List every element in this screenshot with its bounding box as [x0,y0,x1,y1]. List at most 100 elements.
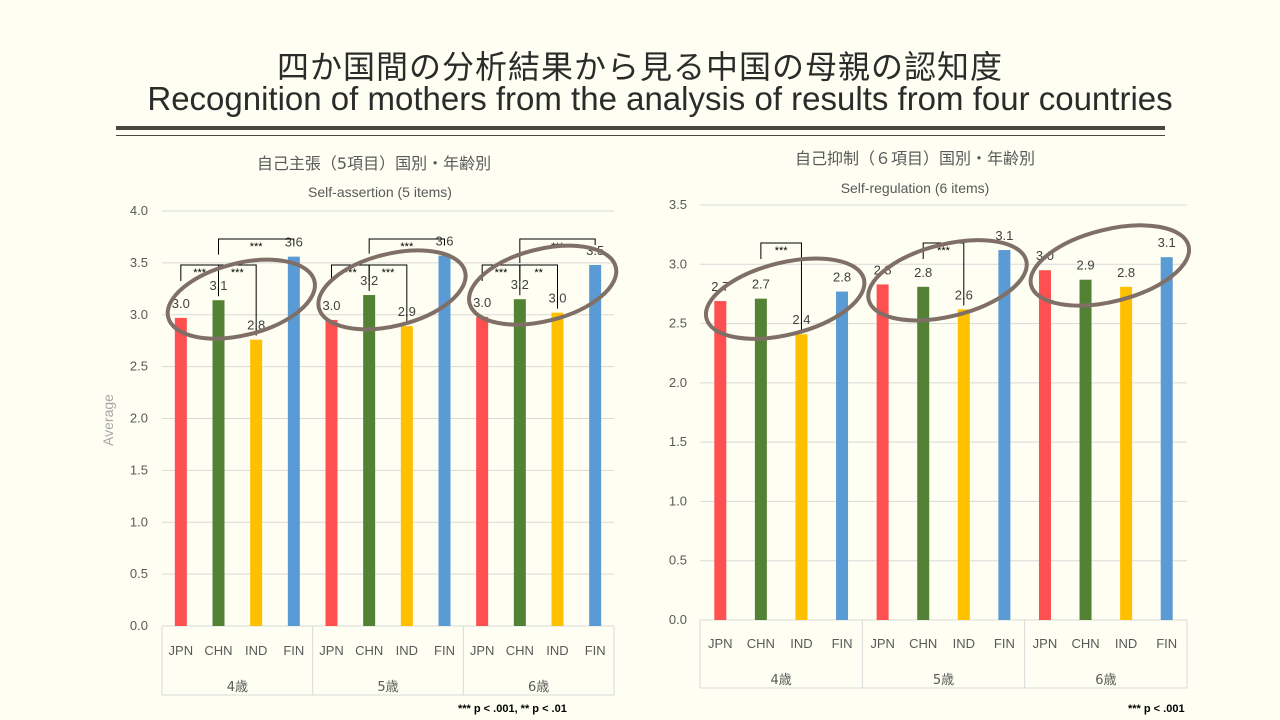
bar-ind [250,339,263,626]
significance-bracket [218,238,295,255]
y-tick-label: 4.0 [130,203,148,218]
significance-label: *** [937,245,951,257]
title-divider-thin [116,135,1165,136]
data-label: 2.8 [833,270,851,285]
data-label: 2.8 [914,265,932,280]
highlight-ellipse [165,257,317,341]
significance-note-left: *** p < .001, ** p < .01 [458,703,567,715]
bar-jpn [325,319,338,626]
slide-title-japanese: 四か国間の分析結果から見る中国の母親の認知度 [276,48,1003,86]
bar-jpn [1038,270,1051,620]
y-tick-label: 2.0 [669,375,687,390]
significance-label: *** [775,245,789,257]
y-tick-label: 0.5 [130,566,148,581]
highlight-ellipse [866,238,1029,323]
bar-fin [287,256,300,626]
chart-title: 自己抑制（６項目）国別・年齢別 [795,149,1035,168]
y-tick-label: 2.5 [669,316,687,331]
bar-ind [795,334,808,620]
bar-ind [400,326,413,626]
bar-jpn [714,301,727,620]
x-tick-label: CHN [747,636,775,651]
x-tick-label: IND [245,643,267,658]
significance-bracket [368,264,408,323]
data-label: 2.8 [1117,265,1135,280]
data-label: 3.0 [322,298,340,313]
data-label: 3.0 [473,295,491,310]
x-tick-label: CHN [1071,636,1099,651]
group-label: 4歳 [227,680,248,695]
bar-chn [513,299,526,626]
bar-ind [551,312,564,626]
highlight-ellipse [1028,223,1192,308]
significance-bracket [368,238,445,254]
group-label: 5歳 [933,673,954,688]
x-tick-label: FIN [832,636,853,651]
y-tick-label: 1.5 [130,462,148,477]
x-tick-label: FIN [994,636,1015,651]
significance-label: ** [534,267,543,279]
bar-chn [754,298,767,620]
significance-label: *** [382,267,396,279]
chart-title: 自己主張（5項目）国別・年齢別 [257,154,491,173]
y-tick-label: 3.5 [669,197,687,212]
y-axis-label: Average [100,394,116,446]
chart-self-assertion: 自己主張（5項目）国別・年齢別 Self-assertion (5 items) A… [100,154,619,696]
x-tick-label: CHN [506,643,534,658]
bar-fin [836,291,849,620]
x-tick-label: FIN [585,643,606,658]
data-label: 3.0 [172,296,190,311]
group-label: 6歳 [1095,673,1116,688]
group-label: 5歳 [377,680,398,695]
y-tick-label: 3.0 [669,256,687,271]
x-tick-label: IND [953,636,975,651]
data-label: 2.7 [752,277,770,292]
chart-subtitle: Self-assertion (5 items) [308,184,452,200]
significance-label: *** [231,267,245,279]
y-tick-label: 1.0 [669,493,687,508]
significance-label: *** [495,267,509,279]
x-tick-label: CHN [204,643,232,658]
data-label: 3.1 [995,228,1013,243]
bar-chn [917,286,930,620]
slide-title-english: Recognition of mothers from the analysis… [147,80,1173,117]
x-tick-label: IND [790,636,812,651]
bar-chn [1079,279,1092,620]
y-tick-label: 0.0 [130,618,148,633]
highlight-ellipse [703,256,867,341]
y-tick-label: 0.5 [669,553,687,568]
x-tick-label: JPN [470,643,495,658]
bar-fin [998,250,1011,621]
significance-bracket [519,238,596,263]
bar-jpn [174,317,187,626]
x-tick-label: JPN [169,643,194,658]
chart-subtitle: Self-regulation (6 items) [841,180,990,196]
significance-label: *** [250,241,264,253]
bar-chn [212,300,225,626]
highlight-ellipse [467,243,619,327]
bar-fin [589,264,602,626]
x-tick-label: IND [546,643,568,658]
y-tick-label: 2.5 [130,359,148,374]
x-tick-label: IND [396,643,418,658]
bar-ind [1120,286,1133,620]
x-tick-label: JPN [708,636,733,651]
data-label: 2.9 [1077,258,1095,273]
x-tick-label: FIN [283,643,304,658]
x-tick-label: IND [1115,636,1137,651]
bar-fin [1160,257,1173,620]
y-tick-label: 3.5 [130,255,148,270]
bar-chn [363,295,376,626]
bar-fin [438,255,451,627]
y-tick-label: 2.0 [130,411,148,426]
x-tick-label: FIN [434,643,455,658]
y-tick-label: 3.0 [130,307,148,322]
highlight-ellipse [316,248,468,332]
data-label: 3.1 [1158,235,1176,250]
y-tick-label: 1.0 [130,514,148,529]
y-tick-label: 1.5 [669,434,687,449]
group-label: 6歳 [528,680,549,695]
x-tick-label: CHN [909,636,937,651]
x-tick-label: JPN [319,643,344,658]
